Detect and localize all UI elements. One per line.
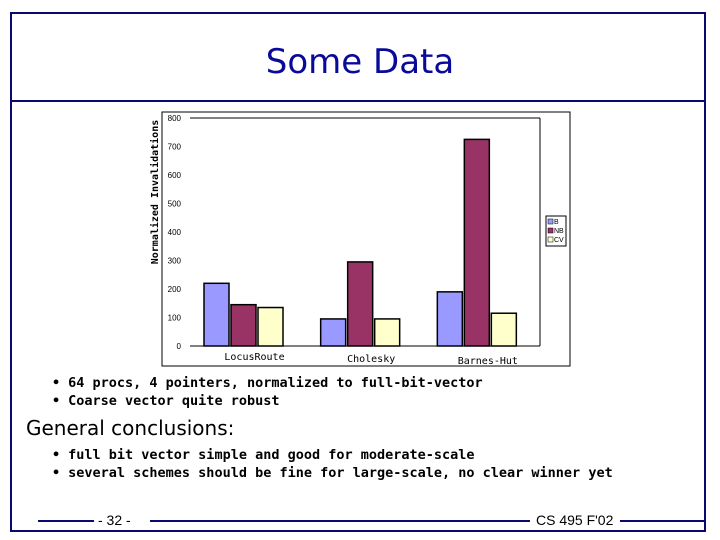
y-tick-label: 700 (168, 143, 182, 152)
conclusions-heading: General conclusions: (26, 416, 235, 440)
bullet-list: 64 procs, 4 pointers, normalized to full… (52, 374, 483, 410)
page-number: - 32 - (94, 512, 135, 528)
bar-nb-cholesky (346, 261, 374, 347)
bullet-item: 64 procs, 4 pointers, normalized to full… (52, 374, 483, 392)
legend-swatch (547, 218, 554, 225)
bar-cv-barnes-hut (490, 312, 518, 347)
conclusion-item: full bit vector simple and good for mode… (52, 446, 613, 464)
footer-rule (150, 520, 530, 522)
bar-nb-barnes-hut (463, 138, 491, 347)
bar-cv-locusroute (257, 306, 284, 347)
y-tick-label: 300 (168, 257, 182, 266)
legend-label: NB (554, 228, 564, 235)
bullet-item: Coarse vector quite robust (52, 392, 483, 410)
bar-b-locusroute (203, 282, 230, 347)
legend-label: B (554, 219, 559, 226)
y-tick-label: 100 (168, 314, 182, 323)
y-tick-label: 800 (168, 114, 182, 123)
legend-swatch (547, 236, 554, 243)
legend-label: CV (554, 237, 564, 244)
conclusion-item: several schemes should be fine for large… (52, 464, 613, 482)
y-tick-label: 200 (168, 285, 182, 294)
x-category-label: Barnes-Hut (458, 356, 518, 367)
bar-chart: 0 100 200 300 400 500 600 700 800 Normalized Inva… (149, 111, 571, 367)
y-tick-label: 500 (168, 200, 182, 209)
y-axis-label: Normalized Invalidations (149, 120, 161, 265)
footer-rule (620, 520, 706, 522)
course-label: CS 495 F'02 (532, 512, 618, 528)
bar-nb-locusroute (230, 303, 257, 347)
legend-swatch (547, 227, 554, 234)
bar-cv-cholesky (373, 318, 401, 347)
slide-frame (10, 12, 706, 532)
y-tick-label: 0 (177, 342, 182, 351)
y-tick-label: 600 (168, 171, 182, 180)
x-category-label: LocusRoute (224, 352, 284, 363)
slide-title: Some Data (265, 42, 455, 82)
title-divider (10, 100, 706, 102)
bar-b-cholesky (319, 318, 347, 347)
x-category-label: Cholesky (347, 354, 395, 365)
y-tick-label: 400 (168, 228, 182, 237)
bar-b-barnes-hut (436, 291, 464, 347)
footer-rule (38, 520, 98, 522)
conclusion-list: full bit vector simple and good for mode… (52, 446, 613, 482)
